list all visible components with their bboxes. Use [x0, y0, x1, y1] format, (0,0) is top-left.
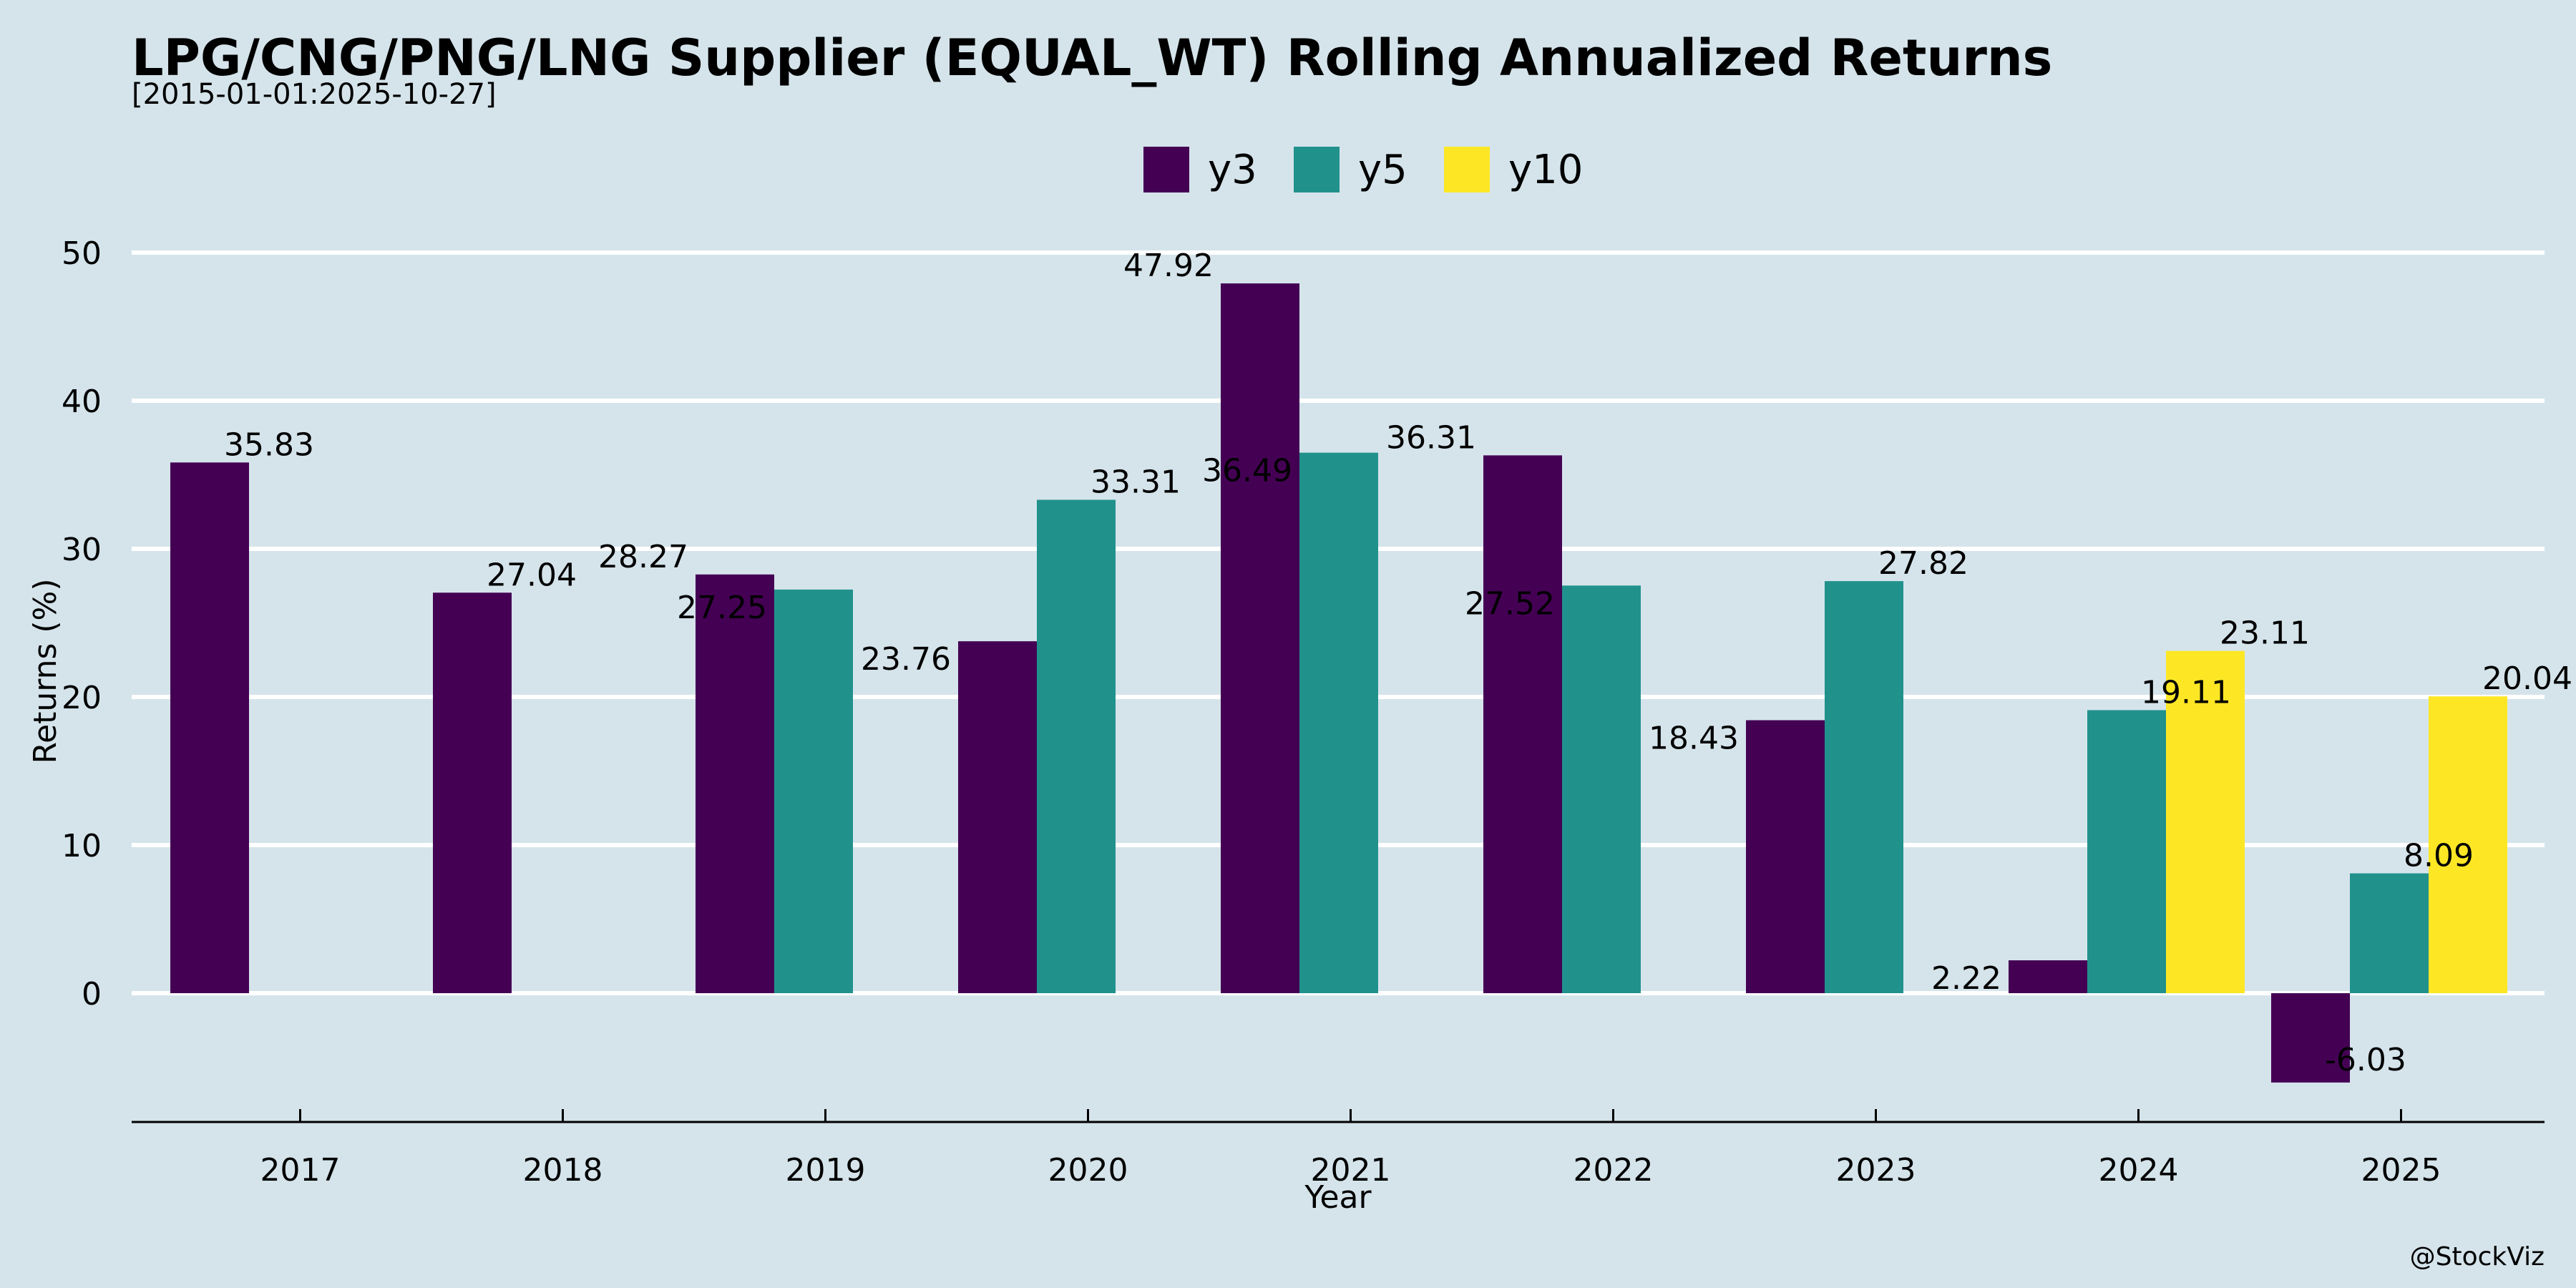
y-tick-label: 20	[62, 680, 102, 716]
x-tick-label: 2025	[2361, 1152, 2441, 1189]
legend-swatch-y10	[1444, 147, 1490, 192]
bar-value-label: 27.52	[1465, 585, 1555, 622]
bar-y5-2024	[2087, 710, 2166, 993]
legend-label-y5: y5	[1358, 147, 1407, 193]
bar-value-label: 35.83	[224, 426, 314, 463]
bar-value-label: 18.43	[1649, 720, 1739, 756]
bar-y3-2022	[1483, 455, 1562, 993]
legend-swatch-y5	[1294, 147, 1340, 192]
bar-y5-2023	[1825, 581, 1903, 993]
bar-value-label: 27.25	[677, 590, 767, 626]
y-tick-label: 0	[82, 976, 102, 1013]
bar-value-label: 28.27	[598, 539, 688, 575]
y-tick-labels: 0 10 20 30 40 50	[62, 235, 102, 1013]
y-tick-label: 40	[62, 384, 102, 420]
bar-value-label: 27.82	[1878, 545, 1968, 582]
bars	[170, 283, 2507, 1083]
bar-y5-2025	[2350, 873, 2429, 993]
y-tick-label: 10	[62, 828, 102, 864]
bar-y3-2021	[1221, 283, 1299, 993]
bar-value-label: 47.92	[1123, 248, 1214, 284]
legend-label-y3: y3	[1208, 147, 1257, 193]
x-tick-label: 2018	[523, 1152, 603, 1189]
bar-value-label: 23.76	[861, 641, 951, 678]
y-tick-label: 30	[62, 532, 102, 568]
x-tick-label: 2021	[1311, 1152, 1391, 1189]
bar-y3-2019	[696, 574, 774, 993]
bar-y5-2021	[1299, 452, 1378, 993]
bar-y5-2022	[1562, 585, 1641, 993]
bar-value-label: 19.11	[2141, 674, 2231, 711]
bar-value-label: 23.11	[2220, 615, 2310, 652]
bar-value-label: 36.31	[1386, 419, 1476, 456]
legend-label-y10: y10	[1508, 147, 1583, 193]
bar-y3-2020	[958, 641, 1037, 993]
bar-y3-2017	[170, 462, 249, 993]
bar-value-label: 33.31	[1091, 464, 1181, 500]
x-tick-label: 2019	[786, 1152, 866, 1189]
legend-swatch-y3	[1143, 147, 1189, 192]
x-tick-label: 2022	[1574, 1152, 1654, 1189]
bar-y3-2023	[1746, 720, 1825, 993]
y-tick-label: 50	[62, 235, 102, 272]
x-ticks: 2017 2018 2019 2020 2021 2022 2023 2024 2025	[260, 1109, 2441, 1189]
bar-y3-2024	[2009, 960, 2087, 993]
x-tick-label: 2023	[1836, 1152, 1916, 1189]
chart-title: LPG/CNG/PNG/LNG Supplier (EQUAL_WT) Roll…	[132, 29, 2052, 87]
legend: y3 y5 y10	[1143, 147, 1583, 193]
bar-y5-2020	[1037, 499, 1116, 993]
bar-value-label: 8.09	[2404, 838, 2474, 874]
y-axis-label: Returns (%)	[27, 578, 64, 763]
chart-subtitle: [2015-01-01:2025-10-27]	[132, 78, 497, 111]
credit: @StockViz	[2410, 1242, 2545, 1272]
bar-value-label: -6.03	[2325, 1042, 2406, 1078]
bar-y3-2018	[433, 592, 512, 993]
bar-y10-2024	[2166, 650, 2245, 993]
x-tick-label: 2020	[1048, 1152, 1128, 1189]
bar-value-label: 27.04	[487, 557, 577, 593]
x-tick-label: 2017	[260, 1152, 341, 1189]
bar-y10-2025	[2429, 696, 2507, 993]
x-tick-label: 2024	[2099, 1152, 2179, 1189]
bar-y5-2019	[774, 589, 853, 993]
bar-y3-2025	[2271, 993, 2350, 1083]
x-axis-label: Year	[1304, 1179, 1372, 1216]
bar-value-label: 36.49	[1202, 453, 1292, 489]
bar-value-label: 2.22	[1931, 960, 2001, 997]
bar-labels: 35.83 27.04 28.27 27.25 23.76 33.31 47.92 36.49…	[224, 248, 2572, 1078]
bar-value-label: 20.04	[2482, 660, 2572, 697]
